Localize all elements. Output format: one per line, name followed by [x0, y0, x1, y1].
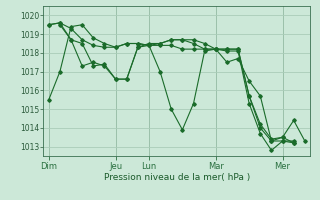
- X-axis label: Pression niveau de la mer( hPa ): Pression niveau de la mer( hPa ): [104, 173, 250, 182]
